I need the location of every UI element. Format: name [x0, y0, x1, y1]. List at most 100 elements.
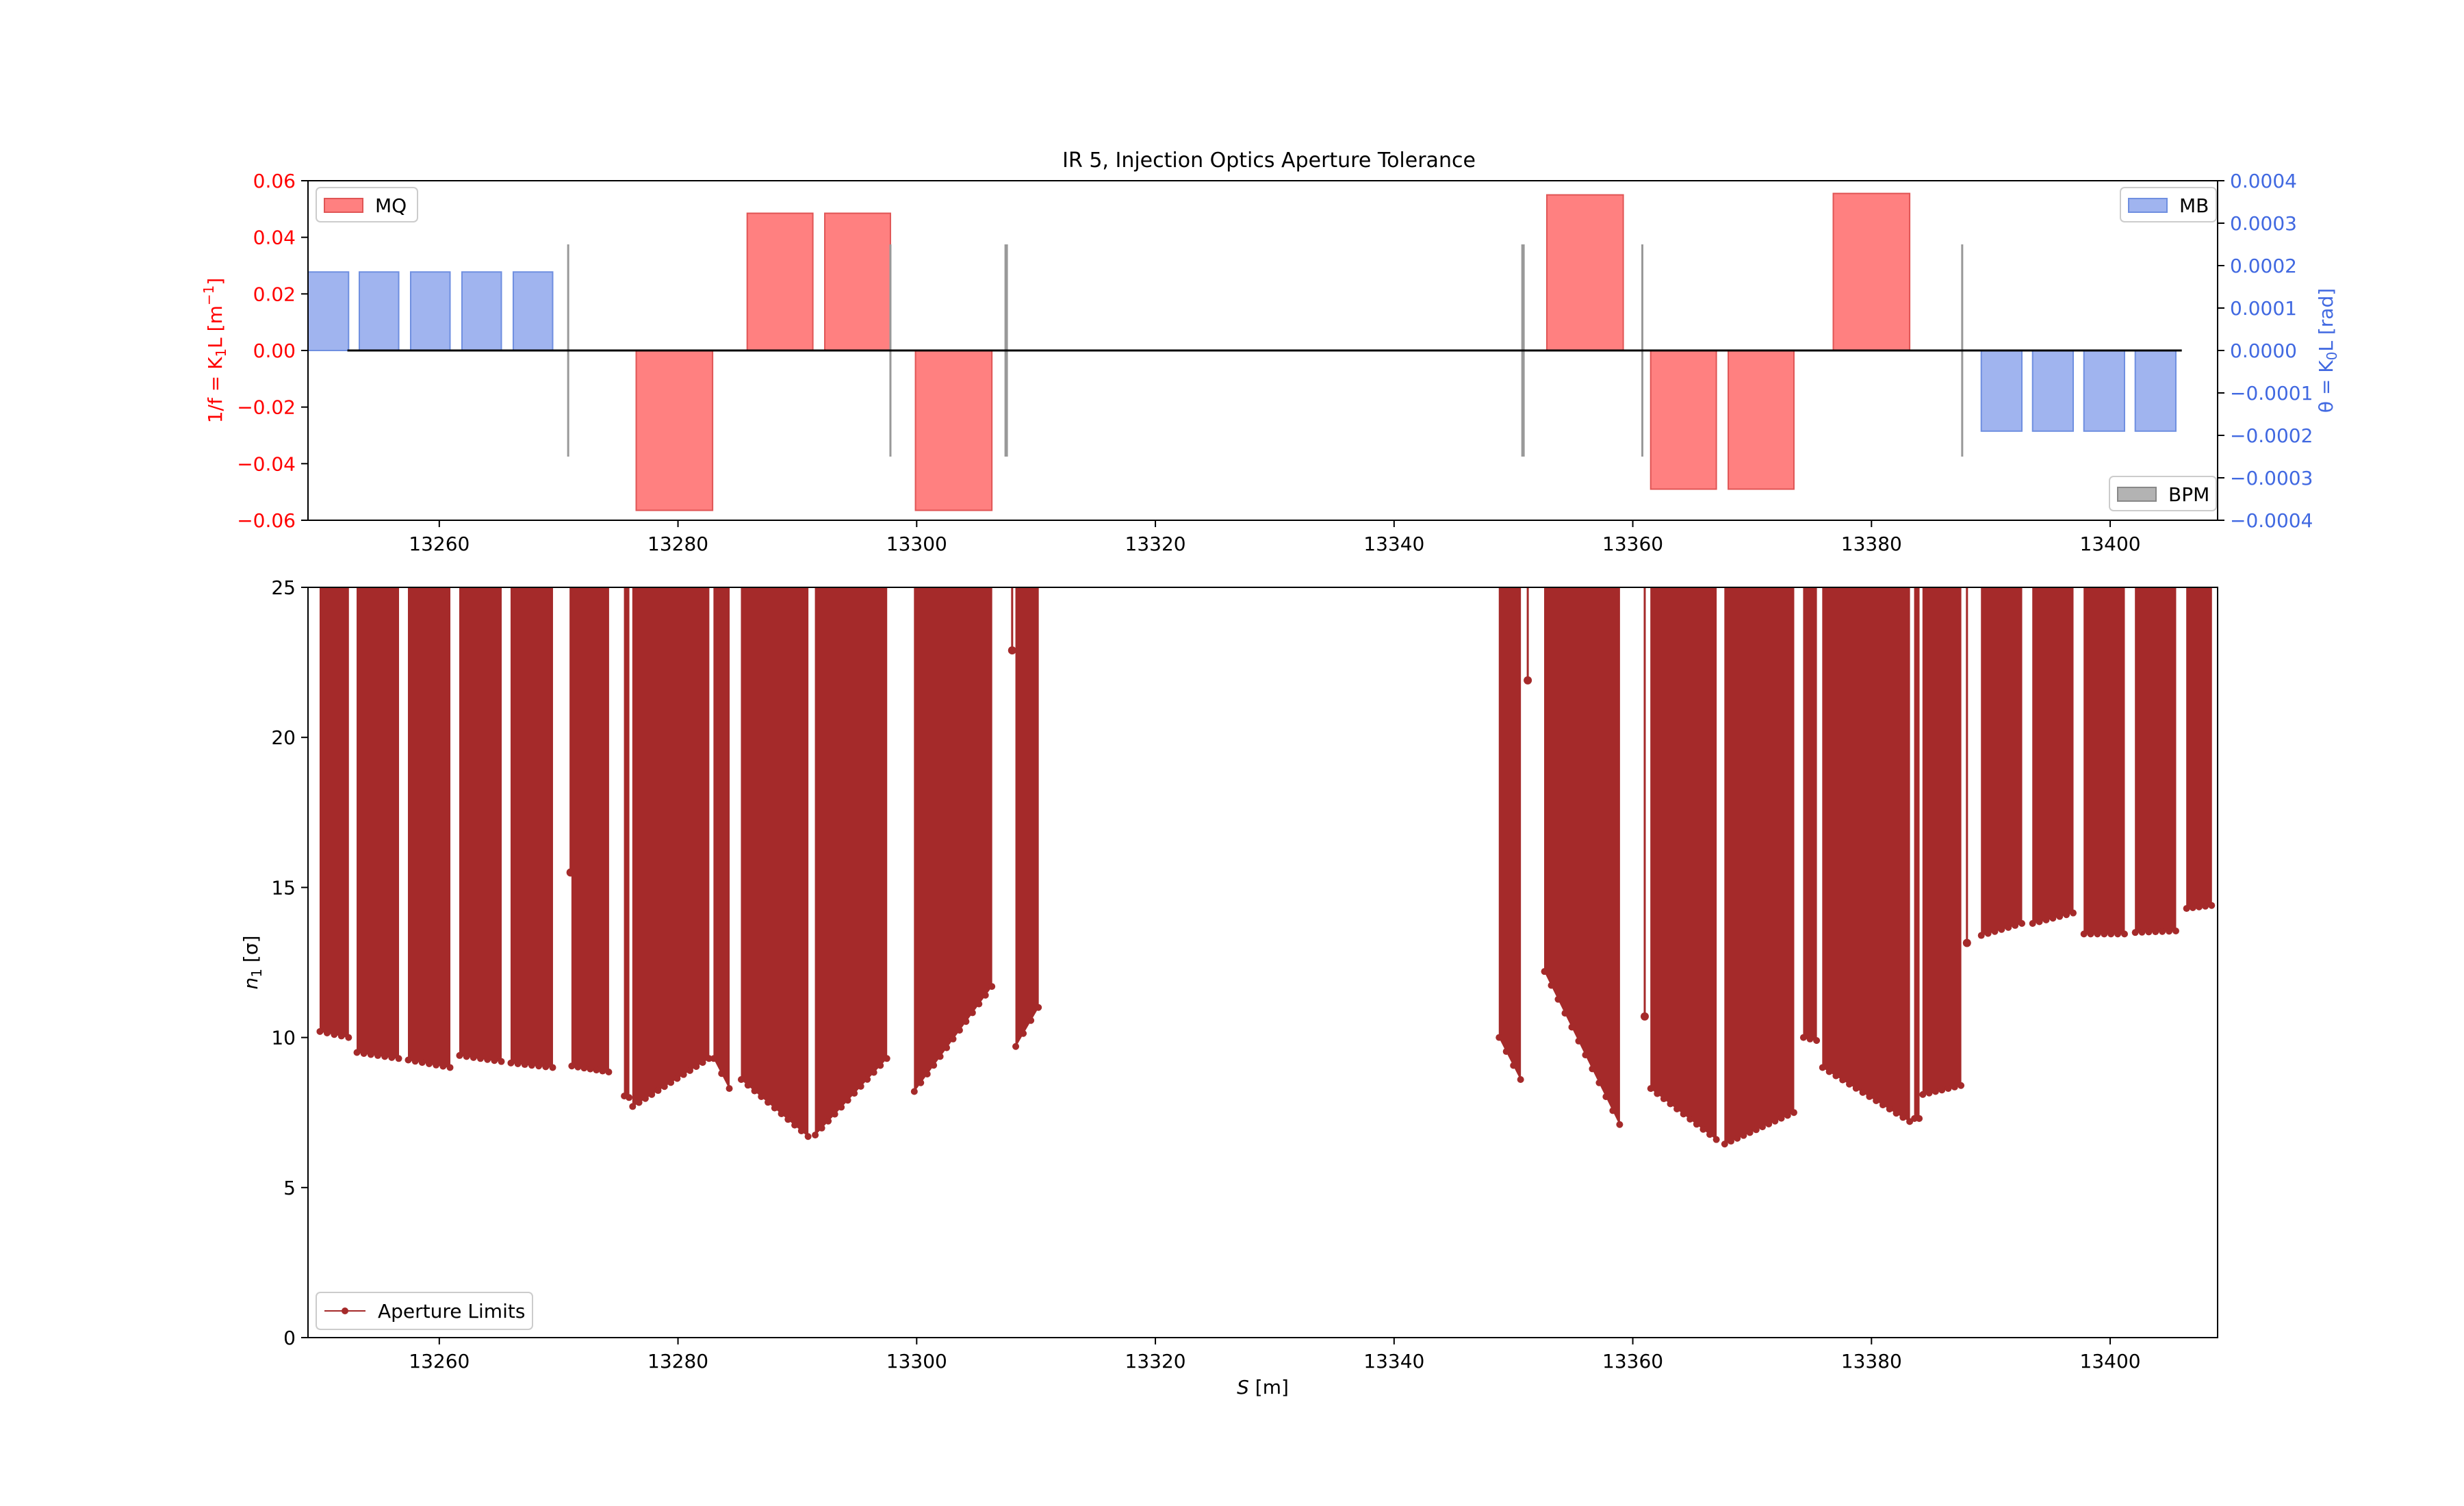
aperture-spike-point-2 — [1524, 676, 1532, 685]
aperture-point-25-0 — [2183, 905, 2190, 912]
aperture-point-15-5 — [1680, 1110, 1687, 1118]
mq-bar-3 — [914, 350, 993, 511]
aperture-point-10-5 — [844, 1097, 851, 1104]
aperture-point-5-0 — [568, 1062, 576, 1070]
top-x-tick-label-7: 13400 — [2080, 533, 2141, 555]
bottom-x-label: S [m] — [1237, 1376, 1289, 1399]
aperture-point-3-2 — [470, 1054, 477, 1061]
aperture-point-4-5 — [542, 1063, 550, 1071]
mb-bar-7 — [2083, 350, 2125, 432]
aperture-point-18-0 — [1819, 1064, 1826, 1071]
aperture-point-7-5 — [660, 1083, 668, 1090]
aperture-point-18-6 — [1859, 1088, 1866, 1096]
aperture-point-16-5 — [1752, 1126, 1760, 1134]
bottom-y-tick-label-3: 15 — [271, 876, 296, 899]
aperture-point-14-3 — [1561, 1010, 1569, 1017]
aperture-segment-7 — [632, 587, 710, 1108]
bottom-y-ticks: 0 5 10 15 20 25 — [271, 576, 308, 1349]
aperture-point-14-1 — [1548, 982, 1555, 989]
mq-bar-7 — [1832, 192, 1911, 351]
aperture-point-9-5 — [771, 1104, 778, 1112]
bottom-x-tick-label-2: 13300 — [886, 1350, 947, 1373]
aperture-point-24-2 — [2145, 928, 2153, 936]
aperture-point-18-5 — [1852, 1084, 1860, 1092]
aperture-point-14-7 — [1589, 1065, 1596, 1073]
bottom-y-tick-label-4: 20 — [271, 726, 296, 749]
right-label-sub: 0 — [2324, 352, 2340, 361]
mb-bar-4 — [512, 271, 554, 351]
aperture-point-16-3 — [1740, 1132, 1747, 1139]
aperture-point-24-6 — [2172, 927, 2179, 934]
legend-aperture: Aperture Limits — [316, 1292, 533, 1330]
aperture-point-11-0 — [910, 1088, 918, 1095]
aperture-point-7-4 — [654, 1087, 662, 1095]
aperture-point-20-1 — [1925, 1089, 1933, 1097]
aperture-segment-16 — [1724, 587, 1795, 1145]
aperture-point-2-2 — [418, 1059, 426, 1067]
mq-bar-0 — [635, 350, 714, 511]
aperture-segment-17 — [1803, 587, 1817, 1041]
y-label-main: n — [240, 978, 262, 990]
mb-bar-0 — [307, 271, 350, 351]
aperture-point-17-2 — [1813, 1036, 1821, 1044]
aperture-point-14-0 — [1541, 968, 1548, 975]
aperture-point-3-4 — [484, 1056, 491, 1063]
right-label-tail: L [rad] — [2315, 288, 2337, 352]
top-y-tick-left-label-2: −0.02 — [237, 396, 296, 419]
top-y-tick-right-label-1: −0.0003 — [2230, 467, 2313, 489]
aperture-point-8-2 — [726, 1085, 733, 1093]
aperture-point-9-1 — [744, 1082, 752, 1089]
aperture-point-1-2 — [367, 1051, 374, 1058]
aperture-point-0-3 — [337, 1032, 345, 1040]
top-y-ticks-right: −0.0004 −0.0003 −0.0002 −0.0001 0.0000 0.0001… — [2218, 170, 2313, 532]
aperture-point-18-7 — [1866, 1093, 1873, 1100]
aperture-point-15-7 — [1693, 1121, 1700, 1128]
aperture-point-25-4 — [2208, 902, 2216, 909]
aperture-point-20-4 — [1945, 1085, 1952, 1093]
bottom-y-label: n1 [σ] — [240, 936, 265, 990]
mq-bar-1 — [746, 212, 814, 351]
aperture-point-10-4 — [838, 1103, 845, 1111]
aperture-point-18-1 — [1825, 1068, 1833, 1075]
aperture-point-7-10 — [693, 1062, 700, 1070]
aperture-point-12-3 — [1035, 1004, 1042, 1011]
aperture-point-7-8 — [680, 1071, 687, 1078]
aperture-segment-6 — [624, 587, 630, 1098]
bottom-y-tick-label-1: 5 — [283, 1177, 296, 1199]
aperture-segment-4 — [510, 587, 553, 1068]
aperture-point-7-12 — [705, 1055, 713, 1062]
aperture-point-15-9 — [1706, 1131, 1714, 1138]
legend-mq-frame — [316, 187, 418, 222]
aperture-point-3-5 — [491, 1057, 498, 1064]
aperture-segment-1 — [356, 587, 400, 1059]
mq-bar-4 — [1546, 194, 1624, 351]
aperture-point-1-0 — [353, 1049, 361, 1056]
top-y-tick-left-label-5: 0.04 — [253, 227, 296, 249]
aperture-point-0-2 — [331, 1031, 338, 1038]
legend-mb: MB — [2120, 187, 2217, 222]
aperture-point-4-0 — [507, 1059, 515, 1067]
aperture-point-13-0 — [1496, 1034, 1503, 1041]
legend-mq-swatch — [324, 198, 363, 213]
aperture-point-15-2 — [1660, 1095, 1667, 1103]
aperture-point-16-9 — [1778, 1114, 1785, 1122]
aperture-point-12-2 — [1027, 1017, 1035, 1024]
aperture-point-10-2 — [825, 1117, 832, 1125]
top-y-tick-left-label-4: 0.02 — [253, 283, 296, 305]
aperture-point-0-0 — [316, 1028, 324, 1035]
top-bars-layer — [307, 192, 2182, 511]
top-y-tick-right-label-7: 0.0003 — [2230, 212, 2297, 235]
aperture-point-25-2 — [2195, 903, 2203, 910]
aperture-segment-11 — [914, 587, 992, 1093]
aperture-point-3-3 — [476, 1055, 484, 1062]
top-y-ticks-left: −0.06 −0.04 −0.02 0.00 0.02 0.04 0.06 — [237, 170, 308, 532]
aperture-point-13-2 — [1510, 1062, 1517, 1069]
aperture-point-16-11 — [1790, 1109, 1797, 1116]
top-x-tick-label-5: 13360 — [1602, 533, 1663, 555]
top-y-tick-right-label-5: 0.0001 — [2230, 297, 2297, 320]
aperture-point-20-2 — [1932, 1088, 1939, 1095]
aperture-point-11-2 — [923, 1070, 931, 1077]
legend-bpm-swatch — [2117, 487, 2157, 502]
aperture-spike-point-3 — [1641, 1012, 1649, 1021]
aperture-point-13-1 — [1502, 1048, 1510, 1056]
